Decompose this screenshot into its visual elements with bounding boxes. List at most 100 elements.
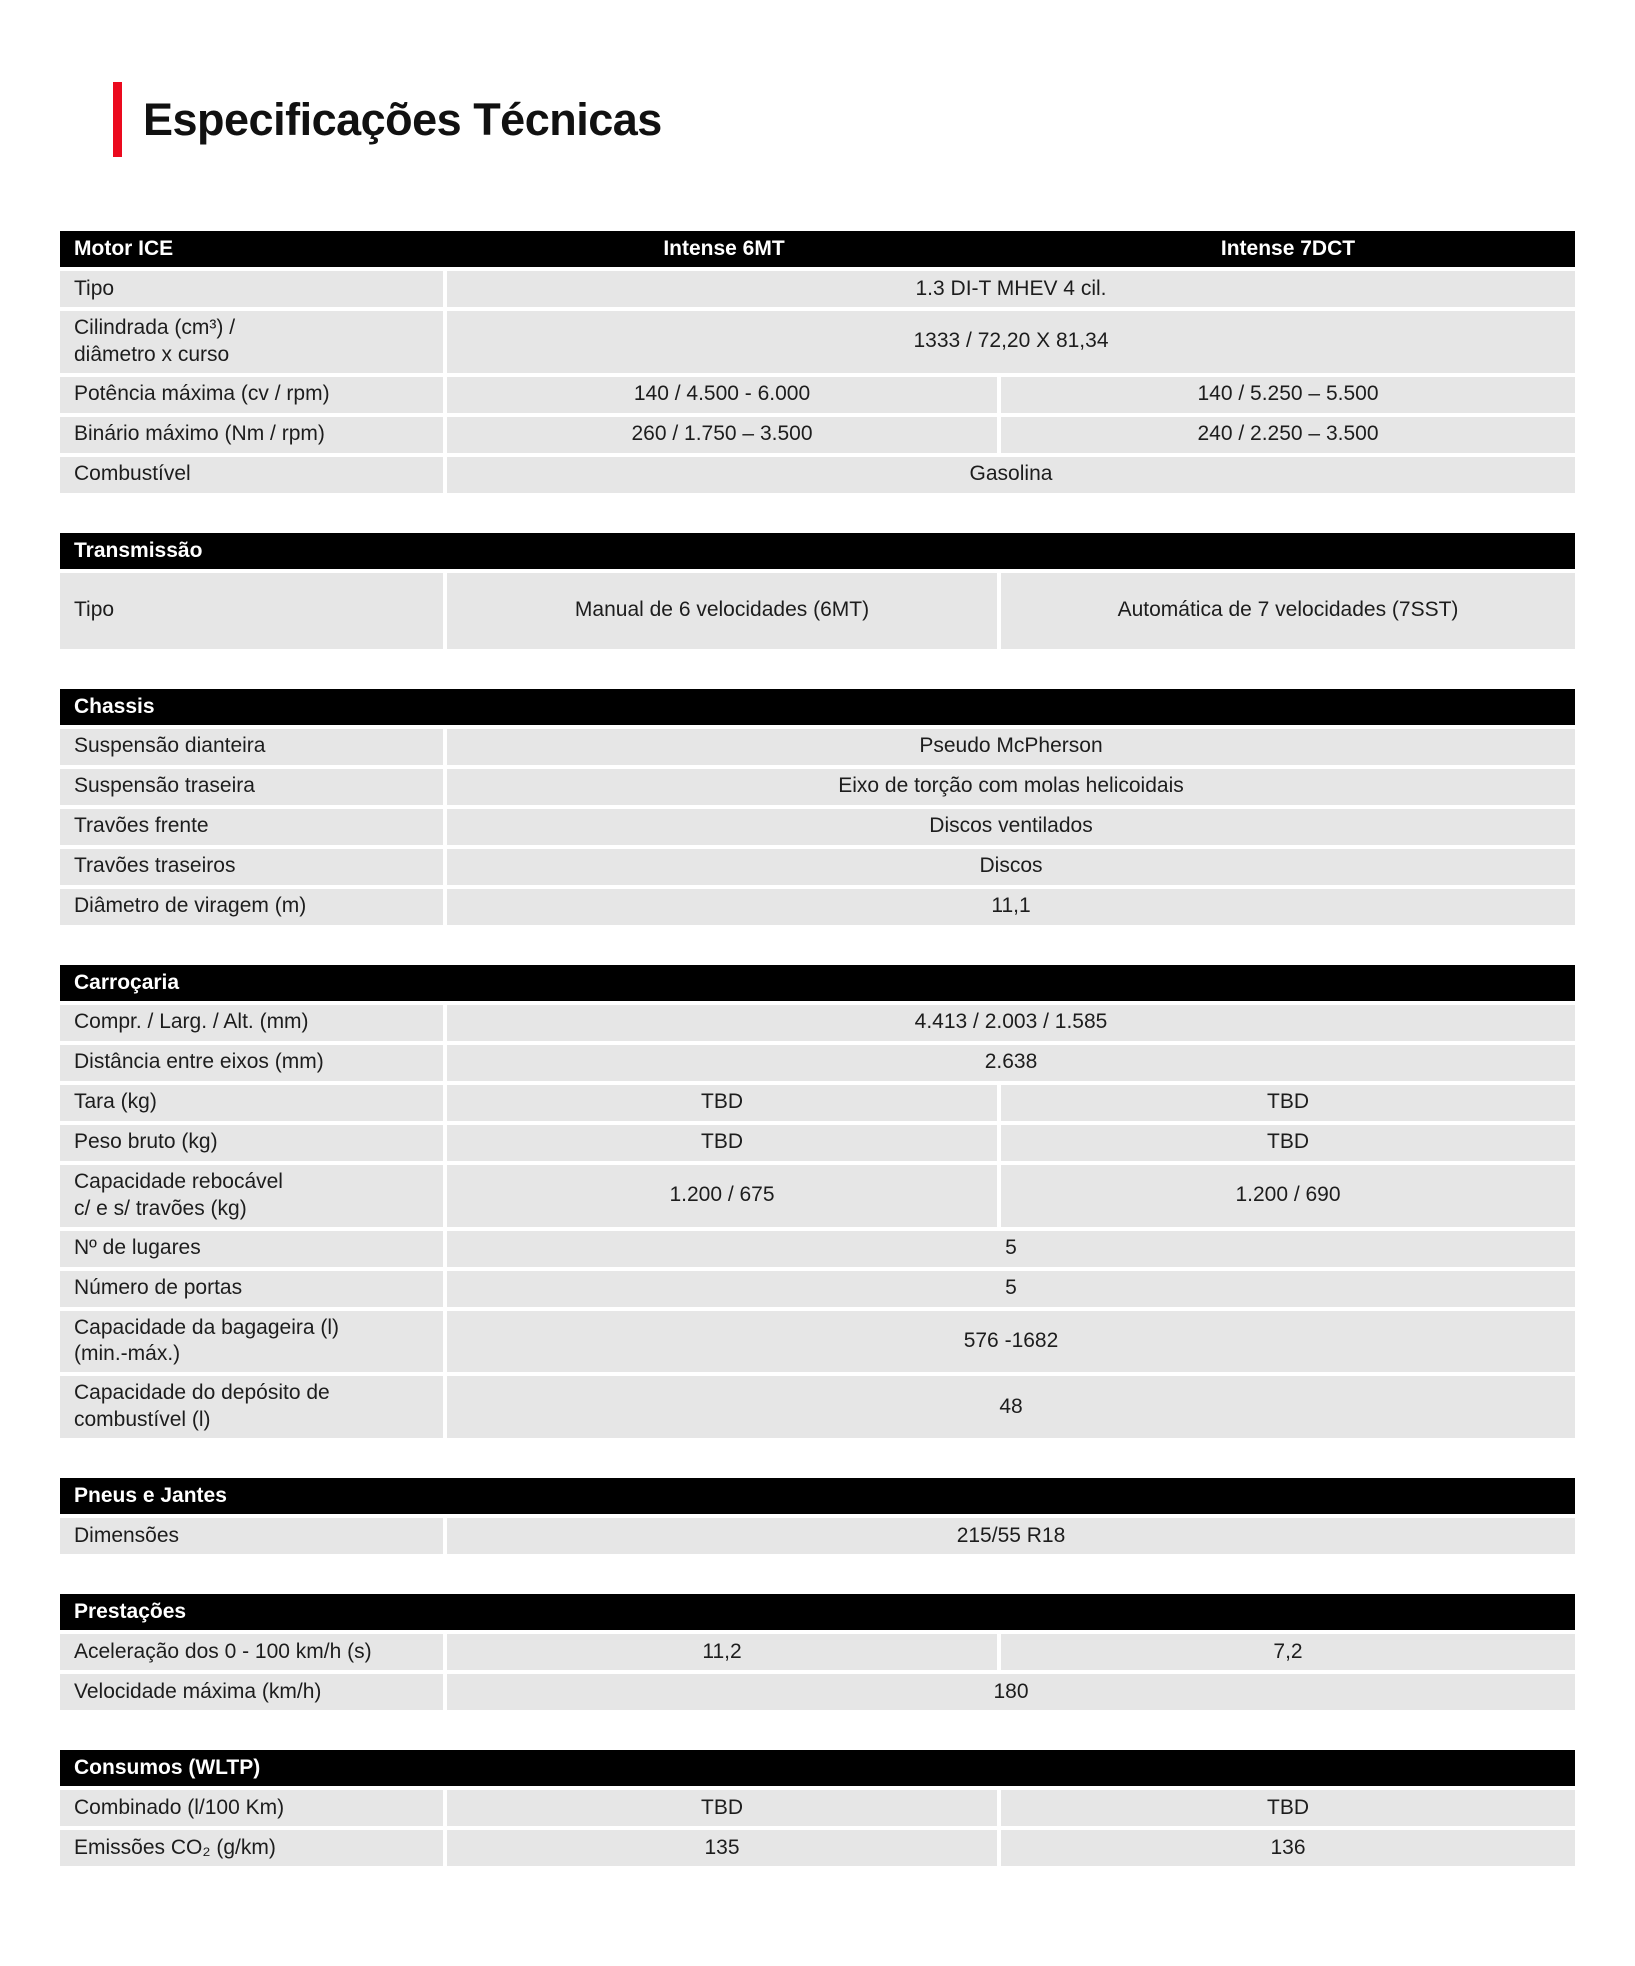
value-cell-6mt: TBD <box>447 1084 997 1121</box>
value-cell-7dct: 140 / 5.250 – 5.500 <box>1001 376 1575 413</box>
row-label: Tara (kg) <box>60 1084 443 1121</box>
value-cell-merged: 5 <box>447 1230 1575 1267</box>
value-cell-merged: Pseudo McPherson <box>447 728 1575 765</box>
table-header: Chassis <box>60 688 1575 725</box>
value-cell-merged: 215/55 R18 <box>447 1518 1575 1554</box>
table-title: Carroçaria <box>74 970 180 994</box>
table-row: Número de portas 5 <box>60 1270 1575 1307</box>
row-label: Tipo <box>60 271 443 307</box>
row-label: Travões traseiros <box>60 848 443 885</box>
row-label: Dimensões <box>60 1518 443 1554</box>
value-cell-merged: 5 <box>447 1270 1575 1307</box>
row-label: Distância entre eixos (mm) <box>60 1044 443 1081</box>
value-cell-6mt: 260 / 1.750 – 3.500 <box>447 416 997 453</box>
table-header: Motor ICE Intense 6MT Intense 7DCT <box>60 231 1575 267</box>
value-cell-merged: Eixo de torção com molas helicoidais <box>447 768 1575 805</box>
table-row: Tipo Manual de 6 velocidades (6MT) Autom… <box>60 572 1575 649</box>
table-row: Binário máximo (Nm / rpm) 260 / 1.750 – … <box>60 416 1575 453</box>
table-header: Prestações <box>60 1594 1575 1630</box>
row-label: Tipo <box>60 572 443 649</box>
value-cell-merged: 2.638 <box>447 1044 1575 1081</box>
value-cell-merged: 180 <box>447 1674 1575 1710</box>
value-cell-6mt: TBD <box>447 1790 997 1826</box>
value-cell-merged: Gasolina <box>447 456 1575 493</box>
table-row: Nº de lugares 5 <box>60 1230 1575 1267</box>
table-row: Suspensão traseira Eixo de torção com mo… <box>60 768 1575 805</box>
row-label: Capacidade da bagageira (l) (min.-máx.) <box>60 1310 443 1373</box>
row-label: Capacidade rebocável c/ e s/ travões (kg… <box>60 1164 443 1227</box>
value-cell-merged: 4.413 / 2.003 / 1.585 <box>447 1004 1575 1041</box>
value-cell-6mt: 135 <box>447 1830 997 1866</box>
value-cell-merged: 576 -1682 <box>447 1310 1575 1373</box>
table-row: Capacidade da bagageira (l) (min.-máx.) … <box>60 1310 1575 1373</box>
value-cell-6mt: TBD <box>447 1124 997 1161</box>
value-cell-7dct: Automática de 7 velocidades (7SST) <box>1001 572 1575 649</box>
table-row: Compr. / Larg. / Alt. (mm) 4.413 / 2.003… <box>60 1004 1575 1041</box>
table-row: Cilindrada (cm³) / diâmetro x curso 1333… <box>60 311 1575 373</box>
value-cell-merged: Discos ventilados <box>447 808 1575 845</box>
table-row: Dimensões 215/55 R18 <box>60 1518 1575 1554</box>
table-row: Distância entre eixos (mm) 2.638 <box>60 1044 1575 1081</box>
table-row: Velocidade máxima (km/h) 180 <box>60 1674 1575 1710</box>
value-cell-7dct: 240 / 2.250 – 3.500 <box>1001 416 1575 453</box>
table-row: Peso bruto (kg) TBD TBD <box>60 1124 1575 1161</box>
table-header: Pneus e Jantes <box>60 1478 1575 1514</box>
value-cell-merged: Discos <box>447 848 1575 885</box>
table-carrocaria: Carroçaria Compr. / Larg. / Alt. (mm) 4.… <box>60 964 1575 1438</box>
table-header: Transmissão <box>60 532 1575 569</box>
table-row: Aceleração dos 0 - 100 km/h (s) 11,2 7,2 <box>60 1634 1575 1670</box>
value-cell-6mt: Manual de 6 velocidades (6MT) <box>447 572 997 649</box>
value-cell-7dct: TBD <box>1001 1084 1575 1121</box>
value-cell-merged: 1333 / 72,20 X 81,34 <box>447 311 1575 373</box>
row-label: Capacidade do depósito de combustível (l… <box>60 1376 443 1438</box>
table-header: Carroçaria <box>60 964 1575 1001</box>
title-accent-bar <box>113 82 122 157</box>
value-cell-merged: 48 <box>447 1376 1575 1438</box>
row-label: Diâmetro de viragem (m) <box>60 888 443 925</box>
row-label: Suspensão traseira <box>60 768 443 805</box>
value-cell-7dct: TBD <box>1001 1790 1575 1826</box>
row-label: Travões frente <box>60 808 443 845</box>
table-row: Potência máxima (cv / rpm) 140 / 4.500 -… <box>60 376 1575 413</box>
table-title: Chassis <box>74 694 155 718</box>
table-title: Motor ICE <box>74 237 174 260</box>
row-label: Combustível <box>60 456 443 493</box>
page-title: Especificações Técnicas <box>143 93 662 145</box>
value-cell-6mt: 11,2 <box>447 1634 997 1670</box>
table-row: Capacidade do depósito de combustível (l… <box>60 1376 1575 1438</box>
row-label: Aceleração dos 0 - 100 km/h (s) <box>60 1634 443 1670</box>
row-label: Potência máxima (cv / rpm) <box>60 376 443 413</box>
table-row: Tara (kg) TBD TBD <box>60 1084 1575 1121</box>
column-header-intense-7dct: Intense 7DCT <box>1220 237 1356 260</box>
row-label: Nº de lugares <box>60 1230 443 1267</box>
table-row: Tipo 1.3 DI-T MHEV 4 cil. <box>60 271 1575 307</box>
value-cell-6mt: 1.200 / 675 <box>447 1164 997 1227</box>
row-label: Emissões CO₂ (g/km) <box>60 1830 443 1866</box>
table-chassis: Chassis Suspensão dianteira Pseudo McPhe… <box>60 688 1575 925</box>
table-header: Consumos (WLTP) <box>60 1750 1575 1786</box>
table-prestacoes: Prestações Aceleração dos 0 - 100 km/h (… <box>60 1594 1575 1710</box>
table-row: Capacidade rebocável c/ e s/ travões (kg… <box>60 1164 1575 1227</box>
row-label: Velocidade máxima (km/h) <box>60 1674 443 1710</box>
table-title: Pneus e Jantes <box>74 1484 227 1507</box>
row-label: Binário máximo (Nm / rpm) <box>60 416 443 453</box>
table-row: Diâmetro de viragem (m) 11,1 <box>60 888 1575 925</box>
table-row: Suspensão dianteira Pseudo McPherson <box>60 728 1575 765</box>
page-header: Especificações Técnicas <box>113 82 1575 157</box>
table-consumos-wltp: Consumos (WLTP) Combinado (l/100 Km) TBD… <box>60 1750 1575 1866</box>
table-motor-ice: Motor ICE Intense 6MT Intense 7DCT Tipo … <box>60 231 1575 493</box>
table-title: Transmissão <box>74 538 203 562</box>
value-cell-7dct: TBD <box>1001 1124 1575 1161</box>
table-row: Combustível Gasolina <box>60 456 1575 493</box>
column-header-intense-6mt: Intense 6MT <box>663 237 785 260</box>
table-row: Travões traseiros Discos <box>60 848 1575 885</box>
row-label: Peso bruto (kg) <box>60 1124 443 1161</box>
value-cell-merged: 1.3 DI-T MHEV 4 cil. <box>447 271 1575 307</box>
row-label: Número de portas <box>60 1270 443 1307</box>
row-label: Cilindrada (cm³) / diâmetro x curso <box>60 311 443 373</box>
value-cell-7dct: 7,2 <box>1001 1634 1575 1670</box>
table-row: Combinado (l/100 Km) TBD TBD <box>60 1790 1575 1826</box>
table-row: Emissões CO₂ (g/km) 135 136 <box>60 1830 1575 1866</box>
table-title: Prestações <box>74 1600 187 1623</box>
table-title: Consumos (WLTP) <box>74 1756 261 1779</box>
